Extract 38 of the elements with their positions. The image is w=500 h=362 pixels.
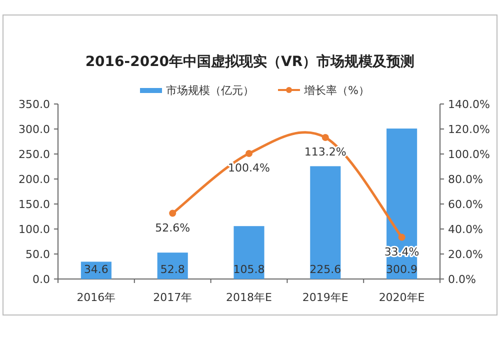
bar xyxy=(234,226,264,279)
x-tick-label: 2019年E xyxy=(302,291,348,304)
y-tick-label: 250.0 xyxy=(18,148,50,161)
x-tick-label: 2020年E xyxy=(378,291,425,304)
data-label: 100.4% xyxy=(228,162,270,174)
bar xyxy=(386,128,418,279)
y2-tick-label: 0.0% xyxy=(448,273,476,286)
y2-tick-label: 80.0% xyxy=(448,173,483,186)
x-tick-label: 2017年 xyxy=(153,291,192,304)
y2-tick-label: 40.0% xyxy=(448,223,483,236)
data-label: 52.6% xyxy=(155,221,190,234)
point xyxy=(398,234,406,241)
y-tick-label: 100.0 xyxy=(18,223,50,236)
data-label: 34.6 xyxy=(84,263,108,276)
x-tick-label: 2018年E xyxy=(226,291,272,304)
legend-label: 市场规模（亿元） xyxy=(166,84,254,97)
y2-tick-label: 20.0% xyxy=(448,248,483,261)
y2-tick-label: 120.0% xyxy=(448,123,490,136)
y-tick-label: 150.0 xyxy=(18,198,50,211)
x-tick-label: 2016年 xyxy=(76,291,116,304)
point xyxy=(322,134,329,141)
data-label: 300.9 xyxy=(386,263,418,276)
y-tick-label: 0.0 xyxy=(32,273,50,286)
data-label: 105.8 xyxy=(233,263,265,276)
data-label: 225.6 xyxy=(310,263,342,276)
y-tick-label: 300.0 xyxy=(18,123,50,136)
chart-title: 2016-2020年中国虚拟现实（VR）市场规模及预测 xyxy=(85,53,415,70)
legend-label: 增长率（%） xyxy=(303,84,370,97)
point xyxy=(246,150,252,157)
y-tick-label: 50.0 xyxy=(26,248,50,261)
y2-tick-label: 100.0% xyxy=(448,148,490,161)
bar xyxy=(310,166,341,279)
y-tick-label: 350.0 xyxy=(18,98,50,111)
data-label: 52.8 xyxy=(160,263,185,276)
y2-tick-label: 60.0% xyxy=(448,198,483,211)
y-tick-label: 200.0 xyxy=(18,173,50,186)
y2-tick-label: 140.0% xyxy=(448,98,490,111)
point xyxy=(169,210,176,217)
